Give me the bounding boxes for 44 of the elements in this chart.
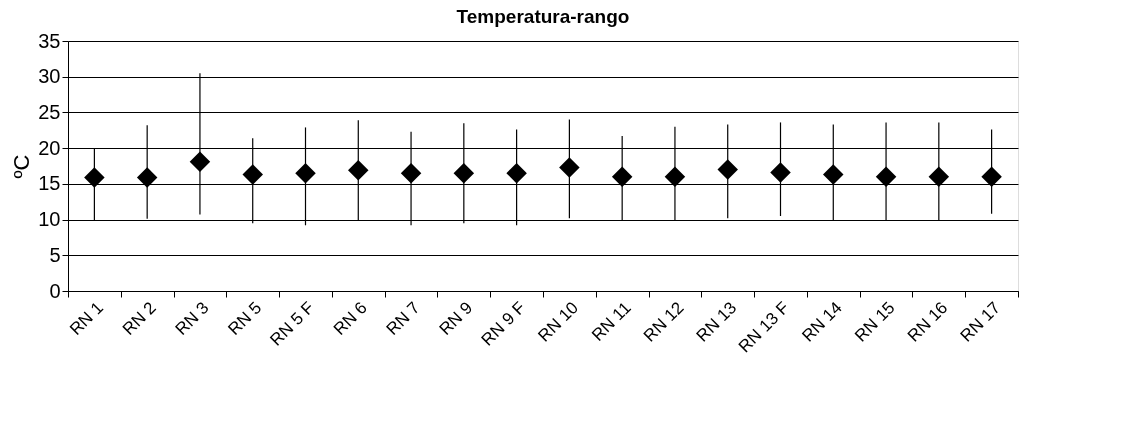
x-tick-label: RN 1	[66, 298, 107, 339]
point	[717, 159, 738, 180]
point	[928, 166, 950, 187]
y-axis-title: ºC	[9, 154, 35, 179]
x-tick-label: RN 6	[329, 298, 371, 339]
y-tick-label: 15	[38, 172, 61, 195]
point	[875, 166, 897, 187]
x-tick-label: RN 9	[435, 298, 477, 339]
x-tick-label: RN 16	[903, 298, 952, 346]
x-tick-label: RN 3	[171, 298, 213, 339]
point	[770, 162, 791, 183]
y-tick-label: 0	[49, 279, 61, 302]
point	[664, 166, 686, 187]
point	[400, 162, 422, 184]
point	[981, 166, 1002, 187]
point	[611, 166, 633, 187]
x-tick-label: RN 2	[118, 298, 160, 339]
x-tick-label: RN 10	[534, 298, 582, 346]
x-tick-label: RN 9 F	[477, 298, 530, 350]
x-tick-label: RN 12	[639, 298, 688, 346]
x-tick-label: RN 5 F	[266, 298, 319, 350]
x-tick-label: RN 15	[851, 298, 899, 346]
chart-title: Temperatura-rango	[456, 6, 630, 27]
point	[189, 151, 211, 172]
point	[348, 160, 369, 181]
point	[506, 162, 527, 184]
point	[295, 162, 316, 184]
y-tick-label: 10	[38, 208, 61, 231]
point	[136, 167, 158, 188]
point	[453, 162, 475, 184]
point	[823, 164, 844, 185]
x-tick-label: RN 14	[798, 298, 846, 346]
point	[242, 164, 263, 185]
point	[559, 157, 580, 178]
y-tick-label: 5	[49, 243, 61, 266]
x-tick-label: RN 17	[956, 298, 1005, 346]
y-tick-label: 25	[38, 100, 61, 123]
x-tick-label: RN 5	[224, 298, 266, 339]
x-tick-label: RN 11	[588, 298, 635, 345]
point	[84, 167, 105, 188]
y-tick-label: 35	[38, 29, 61, 52]
x-tick-label: RN 7	[382, 298, 424, 339]
y-tick-label: 20	[38, 136, 61, 159]
y-tick-label: 30	[38, 65, 61, 88]
